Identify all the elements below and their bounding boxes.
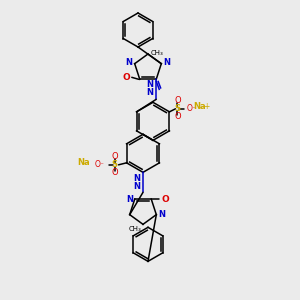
Text: S: S — [175, 104, 181, 113]
Text: CH₃: CH₃ — [151, 50, 164, 56]
Text: O: O — [174, 112, 181, 121]
Text: O: O — [111, 152, 118, 161]
Text: Na: Na — [194, 102, 206, 111]
Text: O: O — [111, 168, 118, 177]
Text: O⁻: O⁻ — [95, 160, 104, 169]
Text: N: N — [133, 174, 140, 183]
Text: O: O — [161, 194, 169, 203]
Text: S: S — [112, 160, 118, 169]
Text: Na: Na — [77, 158, 89, 167]
Text: O⁻: O⁻ — [187, 104, 196, 113]
Text: N: N — [163, 58, 170, 67]
Text: N: N — [158, 210, 165, 219]
Text: N: N — [133, 182, 140, 191]
Text: N: N — [146, 80, 153, 89]
Text: CH₃: CH₃ — [128, 226, 141, 232]
Text: N: N — [126, 194, 133, 203]
Text: +: + — [203, 102, 210, 111]
Text: N: N — [146, 88, 153, 97]
Text: O: O — [174, 96, 181, 105]
Text: O: O — [122, 73, 130, 82]
Text: N: N — [126, 58, 133, 67]
